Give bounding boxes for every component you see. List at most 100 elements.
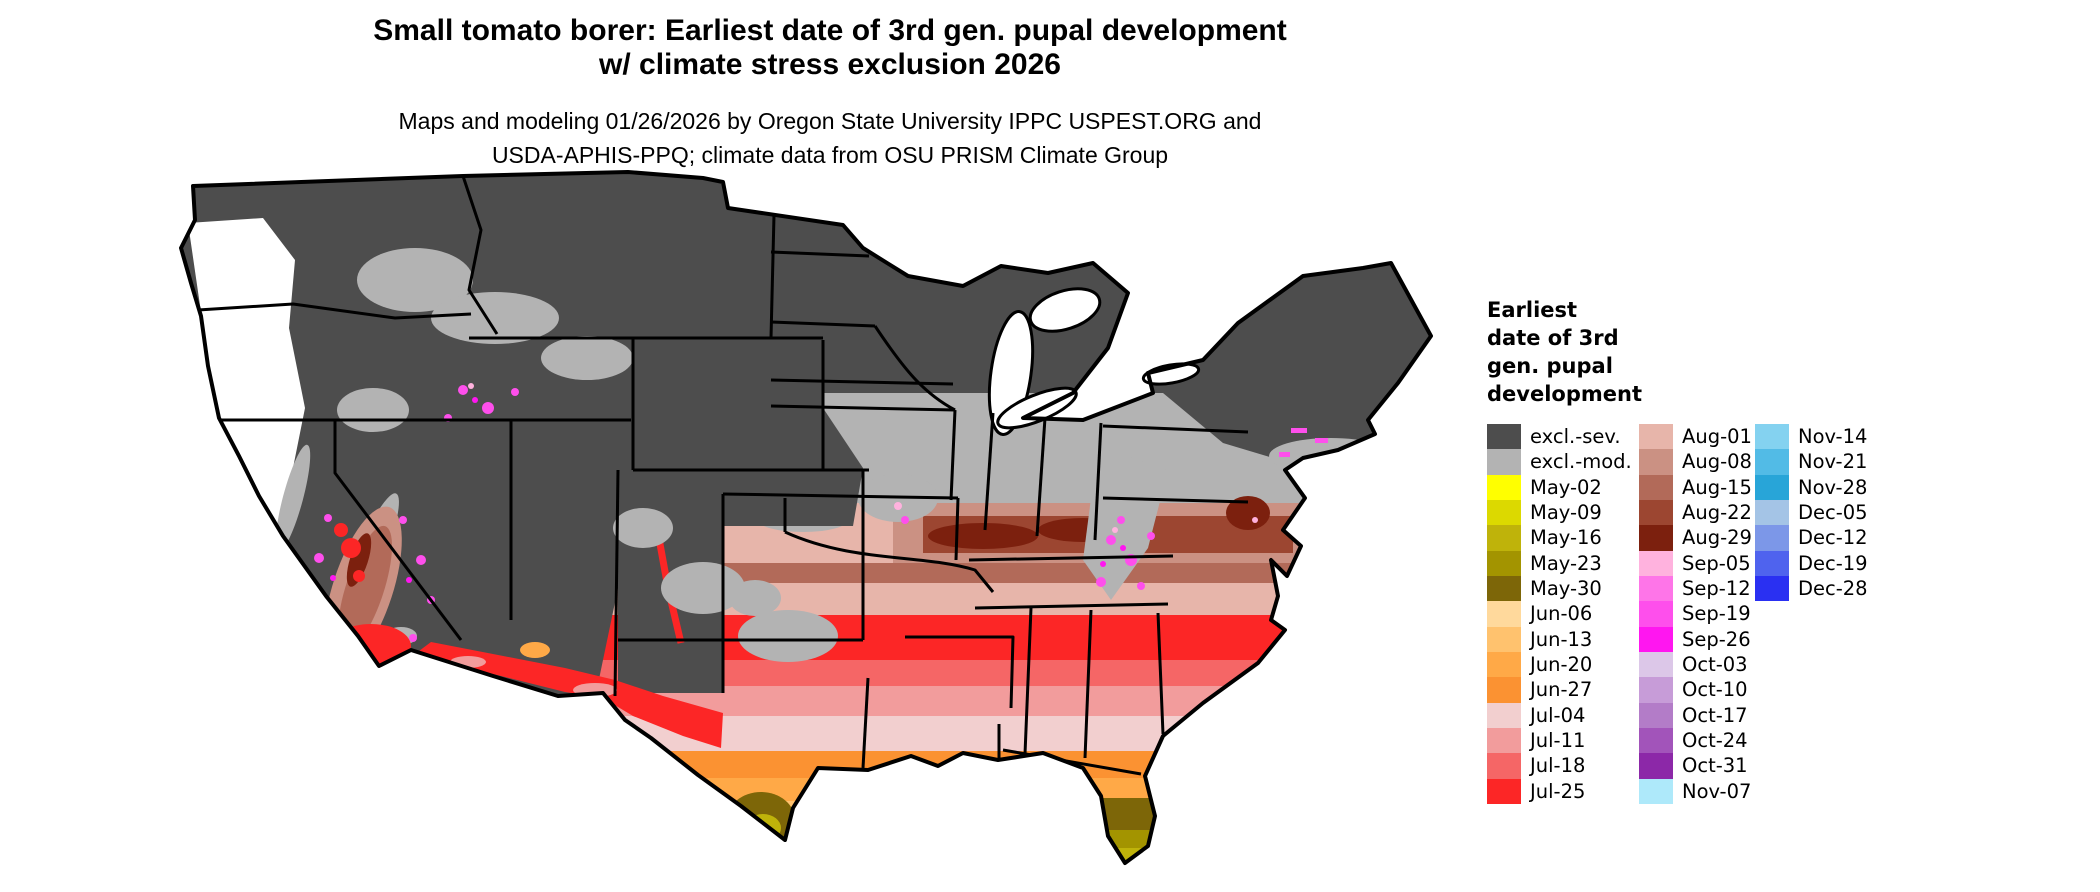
- legend-label: Jun-13: [1530, 627, 1593, 651]
- legend-entry: Jun-20: [1487, 651, 1632, 678]
- legend-title-line: development: [1487, 382, 1642, 406]
- pink-sep05-spots: [468, 383, 1258, 533]
- legend-label: Jun-06: [1530, 602, 1593, 626]
- legend-entry: Dec-28: [1755, 575, 1868, 602]
- legend-entry: May-23: [1487, 550, 1632, 576]
- legend-label: Oct-31: [1682, 754, 1748, 778]
- legend-entry: Jun-27: [1487, 677, 1632, 703]
- header: Small tomato borer: Earliest date of 3rd…: [230, 14, 1430, 172]
- legend-label: Dec-28: [1798, 577, 1868, 601]
- legend-swatch: [1487, 550, 1521, 576]
- legend-entry: Dec-05: [1755, 499, 1868, 526]
- legend-label: Sep-19: [1682, 602, 1751, 626]
- legend-swatch: [1487, 424, 1521, 450]
- legend-swatch: [1639, 601, 1673, 627]
- legend-swatch: [1487, 474, 1521, 500]
- legend-label: May-02: [1530, 475, 1602, 499]
- legend-swatch: [1487, 499, 1521, 526]
- legend-entry: Oct-10: [1639, 677, 1752, 703]
- legend-label: Jul-25: [1530, 779, 1586, 803]
- legend-entry: Jul-18: [1487, 753, 1632, 779]
- band-jun20: [593, 778, 1431, 801]
- legend-label: May-16: [1530, 526, 1602, 550]
- legend-swatch: [1487, 525, 1521, 551]
- legend-swatch: [1639, 677, 1673, 703]
- legend-entry: Dec-12: [1755, 525, 1868, 551]
- legend-label: Aug-29: [1682, 526, 1752, 550]
- legend-entry: May-02: [1487, 474, 1632, 500]
- legend-entry: Nov-14: [1755, 424, 1868, 450]
- us-map: [163, 168, 1443, 883]
- legend-entry: Jun-06: [1487, 601, 1632, 627]
- legend-entry: excl.-mod.: [1487, 449, 1632, 475]
- legend-swatch: [1487, 778, 1521, 804]
- legend-swatch: [1487, 575, 1521, 602]
- us-map-svg: [179, 170, 1433, 865]
- legend-swatch: [1639, 727, 1673, 754]
- lake-huron: [1028, 287, 1102, 333]
- state-borders: [197, 173, 1249, 776]
- legend-swatch: [1487, 702, 1521, 728]
- legend-label: Dec-19: [1798, 551, 1868, 575]
- patch-aug29-kentucky: [928, 523, 1038, 549]
- legend-swatch: [1639, 778, 1673, 804]
- legend-entry: Aug-01: [1639, 424, 1752, 450]
- legend-title-line: gen. pupal: [1487, 354, 1613, 378]
- legend-label: Oct-10: [1682, 678, 1748, 702]
- legend-swatch: [1487, 651, 1521, 678]
- legend-label: Jul-04: [1530, 703, 1586, 727]
- legend-label: May-30: [1530, 577, 1602, 601]
- legend-label: Oct-17: [1682, 703, 1748, 727]
- legend-label: Nov-07: [1682, 779, 1752, 803]
- legend-entry: Sep-26: [1639, 626, 1752, 652]
- legend-swatch: [1639, 424, 1673, 450]
- legend-label: Nov-21: [1798, 450, 1868, 474]
- legend-swatch: [1639, 449, 1673, 475]
- legend-label: Aug-08: [1682, 450, 1752, 474]
- legend-entry: Aug-22: [1639, 499, 1752, 526]
- legend-swatch: [1487, 601, 1521, 627]
- legend-label: Jun-20: [1530, 653, 1593, 677]
- region-no-data-pacific-coast: [188, 218, 305, 600]
- band-may30: [593, 840, 1431, 863]
- legend-swatch: [1487, 753, 1521, 779]
- legend-label: Aug-15: [1682, 475, 1752, 499]
- florida-may16: [1081, 848, 1171, 860]
- legend-entry: Oct-17: [1639, 702, 1752, 728]
- phoenix-jun20-patch: [520, 642, 550, 658]
- legend-entry: Nov-28: [1755, 474, 1868, 500]
- map-fill-layers: [181, 172, 1431, 863]
- legend-label: excl.-sev.: [1530, 425, 1621, 449]
- legend-swatch: [1639, 753, 1673, 779]
- page-title: Small tomato borer: Earliest date of 3rd…: [230, 14, 1430, 82]
- legend-swatch: [1639, 626, 1673, 652]
- legend-column-2: Aug-01 Aug-08 Aug-15 Aug-22 Aug-29 Sep-05 Sep-…: [1639, 424, 1752, 804]
- legend-swatch: [1755, 424, 1789, 450]
- legend-swatch: [1755, 474, 1789, 500]
- legend-entry: Oct-24: [1639, 727, 1752, 754]
- legend-label: excl.-mod.: [1530, 450, 1632, 474]
- legend-label: Dec-05: [1798, 501, 1868, 525]
- legend-swatch: [1755, 449, 1789, 475]
- legend-entry: Jul-11: [1487, 727, 1632, 754]
- legend-label: Oct-24: [1682, 729, 1748, 753]
- legend-label: Jun-27: [1530, 678, 1593, 702]
- legend-entry: Sep-05: [1639, 550, 1752, 576]
- legend-label: Aug-22: [1682, 501, 1752, 525]
- band-jun27: [593, 751, 1431, 778]
- us-outline: [179, 170, 1433, 865]
- legend-entry: Sep-12: [1639, 575, 1752, 602]
- legend-label: Nov-14: [1798, 425, 1868, 449]
- magenta-sep26-spots: [330, 397, 1126, 583]
- legend-swatch: [1487, 677, 1521, 703]
- magenta-sep19-spots: [314, 385, 1328, 676]
- legend-entry: Jun-13: [1487, 626, 1632, 652]
- legend-entry: Jul-04: [1487, 702, 1632, 728]
- south-texas-may16: [745, 814, 781, 842]
- band-jun06: [593, 821, 1431, 840]
- legend-swatch: [1639, 702, 1673, 728]
- legend-entry: Aug-15: [1639, 474, 1752, 500]
- legend-entry: Sep-19: [1639, 601, 1752, 627]
- legend-label: Aug-01: [1682, 425, 1752, 449]
